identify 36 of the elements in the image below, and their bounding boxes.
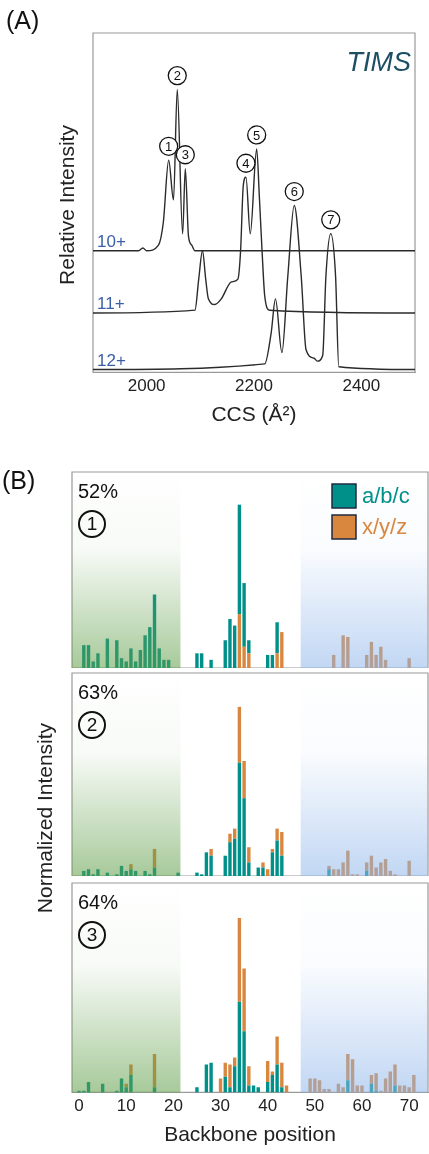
annotation: 7 bbox=[327, 212, 335, 228]
annotation: 5 bbox=[253, 127, 261, 143]
x-tick-label: 20 bbox=[163, 1096, 183, 1116]
series-label: 12+ bbox=[97, 350, 126, 370]
y-axis-title: Relative Intensity bbox=[54, 124, 79, 287]
text: 52% bbox=[78, 479, 119, 502]
x-tick-label: 40 bbox=[258, 1096, 278, 1116]
x-tick-label: 2200 bbox=[235, 376, 273, 396]
chart-title: (A) bbox=[6, 6, 40, 35]
annotation: 6 bbox=[290, 184, 298, 200]
annotation: 1 bbox=[165, 138, 173, 154]
annotation: 3 bbox=[181, 147, 189, 163]
x-tick-label: 2400 bbox=[342, 376, 381, 396]
text: 64% bbox=[78, 890, 119, 913]
x-tick-label: 50 bbox=[305, 1096, 325, 1116]
y-axis-title: Normalized Intensity bbox=[32, 721, 57, 916]
series-label: 10+ bbox=[97, 231, 126, 251]
x-tick-label: 60 bbox=[352, 1096, 372, 1116]
x-tick-label: 30 bbox=[211, 1096, 230, 1116]
legend-label: x/y/z bbox=[362, 514, 408, 540]
series-label: 11+ bbox=[97, 294, 125, 314]
annotation: 2 bbox=[86, 714, 98, 736]
text: 63% bbox=[78, 680, 119, 703]
x-axis-title: Backbone position bbox=[164, 1122, 336, 1146]
annotation: 4 bbox=[242, 155, 250, 171]
x-tick-label: 0 bbox=[74, 1096, 84, 1116]
legend-label: a/b/c bbox=[362, 483, 410, 509]
x-tick-label: 10 bbox=[116, 1096, 136, 1116]
annotation: 3 bbox=[86, 924, 98, 946]
text: TIMS bbox=[346, 46, 411, 77]
annotation: 1 bbox=[86, 513, 98, 535]
x-tick-label: 2000 bbox=[127, 376, 166, 396]
chart-title: (B) bbox=[2, 466, 36, 495]
x-tick-label: 70 bbox=[399, 1096, 419, 1116]
x-axis-title: CCS (Å²) bbox=[211, 402, 297, 426]
annotation: 2 bbox=[173, 68, 181, 84]
